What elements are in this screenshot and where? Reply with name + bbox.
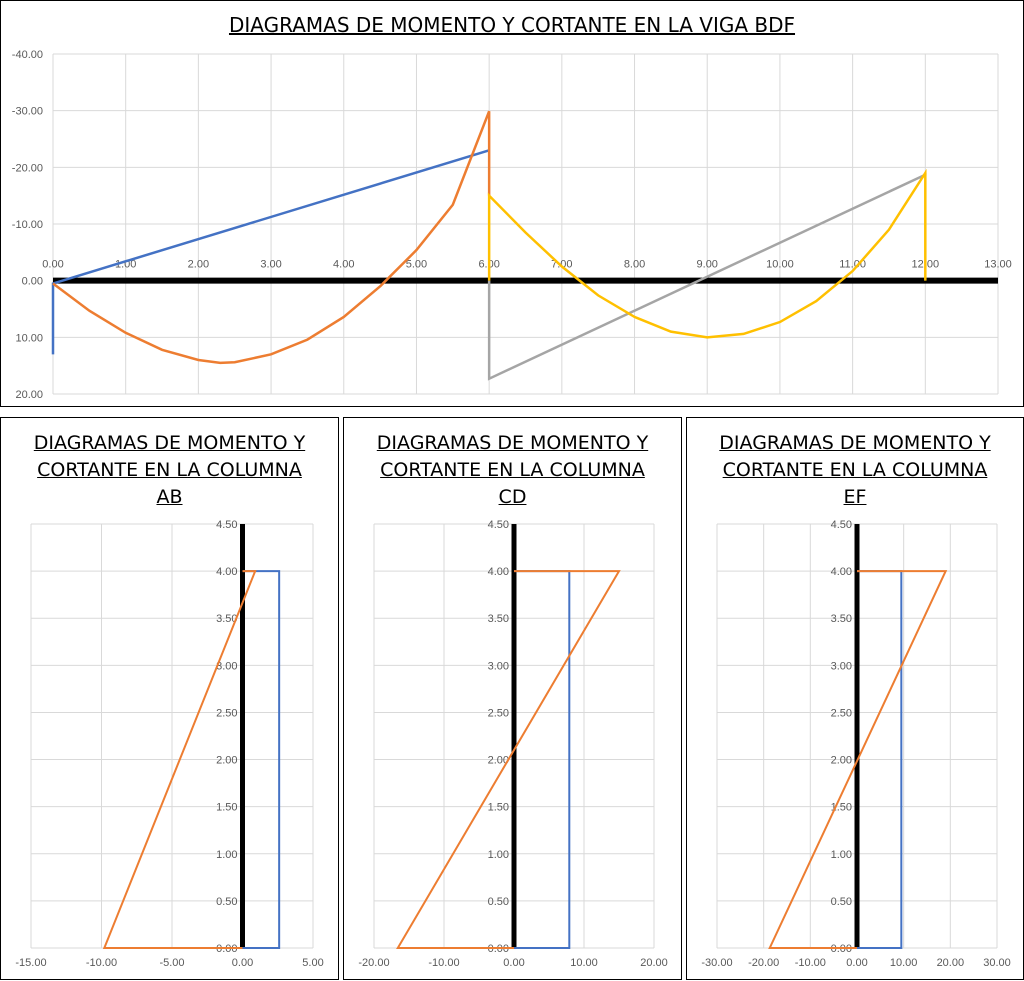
beam-x-tick-label: 10.00 [766,259,794,271]
beam-x-tick-label: 13.00 [984,259,1012,271]
col-ef-y-tick-label: 3.50 [831,613,852,625]
col-cd-y-tick-label: 1.00 [488,849,509,861]
col-ab-y-tick-label: 1.00 [216,849,237,861]
col-ef-x-tick-label: -30.00 [701,957,732,969]
beam-tick-labels: -40.00 -30.00 -20.00 -10.00 0.00 10.00 20.00 0.… [12,49,1012,401]
col-ab-y-tick-label: 1.50 [216,802,237,814]
col-ab-x-tick-label: 0.00 [232,957,253,969]
col-cd-y-tick-label: 3.00 [488,660,509,672]
column-ab-chart-title: DIAGRAMAS DE MOMENTO Y CORTANTE EN LA CO… [1,430,338,511]
column-cd-chart-title: DIAGRAMAS DE MOMENTO Y CORTANTE EN LA CO… [344,430,681,511]
col-cd-y-tick-label: 2.00 [488,755,509,767]
beam-y-tick-label: -20.00 [12,162,43,174]
column-ef-chart-title: DIAGRAMAS DE MOMENTO Y CORTANTE EN LA CO… [687,430,1023,511]
column-ab-title-line-2: CORTANTE EN LA COLUMNA [37,459,302,481]
col-cd-y-tick-label: 2.50 [488,707,509,719]
col-ab-y-tick-label: 3.50 [216,613,237,625]
col-ef-series-group [768,524,948,949]
column-ef-chart-panel: 0.00 0.50 1.00 1.50 2.00 2.50 3.00 3.50 4.00 4.50… [686,417,1024,980]
beam-gridlines [52,53,999,395]
col-ab-tick-labels: 0.00 0.50 1.00 1.50 2.00 2.50 3.00 3.50 4.00 4.50… [15,519,323,969]
col-ab-y-tick-label: 4.00 [216,566,237,578]
col-ab-series-line-3 [102,570,257,949]
column-cd-title-line-2: CORTANTE EN LA COLUMNA [380,459,645,481]
col-ef-y-tick-label: 0.50 [831,896,852,908]
column-cd-title-line-1: DIAGRAMAS DE MOMENTO Y [376,432,649,454]
beam-y-tick-label: -30.00 [12,106,43,118]
beam-series-line-4 [52,110,491,365]
column-cd-chart-panel: 0.00 0.50 1.00 1.50 2.00 2.50 3.00 3.50 4.00 4.50… [343,417,682,980]
column-ab-chart-svg: 0.00 0.50 1.00 1.50 2.00 2.50 3.00 3.50 4.00 4.50… [15,519,323,969]
column-ab-title-line-3: AB [156,486,183,508]
beam-series-line-5 [487,168,927,339]
beam-y-tick-label: 20.00 [15,389,43,401]
col-ab-x-tick-label: -5.00 [159,957,184,969]
col-ab-gridlines [30,523,314,949]
col-cd-y-tick-label: 3.50 [488,613,509,625]
beam-x-tick-label: 0.00 [42,259,63,271]
col-ef-tick-labels: 0.000.501.001.502.002.503.003.504.004.50… [701,519,1010,969]
col-cd-x-tick-label: 0.00 [503,957,524,969]
col-ef-x-tick-label: -10.00 [795,957,826,969]
col-ef-x-tick-label: 0.00 [846,957,867,969]
column-ab-title-line-1: DIAGRAMAS DE MOMENTO Y [33,432,306,454]
col-ef-y-tick-label: 4.00 [831,566,852,578]
col-ab-x-tick-label: -10.00 [86,957,117,969]
col-cd-tick-labels: 0.00 0.50 1.00 1.50 2.00 2.50 3.00 3.50 4.00 4.50… [358,519,667,969]
col-ef-y-tick-label: 3.00 [831,660,852,672]
col-cd-y-tick-label: 1.50 [488,802,509,814]
beam-x-tick-label: 3.00 [260,259,281,271]
beam-series-group [51,110,998,381]
col-ef-x-tick-label: -20.00 [748,957,779,969]
beam-y-tick-label: -40.00 [12,49,43,61]
beam-x-tick-label: 8.00 [624,259,645,271]
beam-chart-title: DIAGRAMAS DE MOMENTO Y CORTANTE EN LA VI… [228,13,796,37]
col-cd-y-tick-label: 4.00 [488,566,509,578]
column-ef-title-line-2: CORTANTE EN LA COLUMNA [722,459,988,481]
col-ef-y-tick-label: 4.50 [831,519,852,531]
column-ef-chart-svg: 0.000.501.001.502.002.503.003.504.004.50… [701,519,1010,969]
col-cd-x-tick-label: -20.00 [358,957,389,969]
col-ef-x-tick-label: 30.00 [983,957,1011,969]
col-cd-series-group [396,524,621,949]
beam-y-tick-label: -10.00 [12,219,43,231]
beam-x-tick-label: 9.00 [697,259,718,271]
beam-chart-panel: -40.00 -30.00 -20.00 -10.00 0.00 10.00 20.00 0.… [0,0,1024,407]
col-cd-x-tick-label: 10.00 [570,957,598,969]
col-ef-series-line-3 [768,570,948,949]
col-ef-x-tick-label: 20.00 [937,957,965,969]
col-ab-y-tick-label: 3.00 [216,660,237,672]
col-ab-y-tick-label: 2.50 [216,707,237,719]
beam-x-tick-label: 2.00 [188,259,209,271]
col-cd-series-line-3 [396,570,621,949]
column-ab-chart-panel: 0.00 0.50 1.00 1.50 2.00 2.50 3.00 3.50 4.00 4.50… [0,417,339,980]
col-ef-y-tick-label: 2.00 [831,755,852,767]
column-cd-title-line-3: CD [498,486,527,508]
col-ef-y-tick-label: 2.50 [831,707,852,719]
col-ab-x-tick-label: -15.00 [15,957,46,969]
beam-x-tick-label: 4.00 [333,259,354,271]
column-cd-chart-svg: 0.00 0.50 1.00 1.50 2.00 2.50 3.00 3.50 4.00 4.50… [358,519,667,969]
col-ab-series-group [102,524,281,949]
col-ab-series-line-2 [242,570,281,949]
column-ef-title-line-1: DIAGRAMAS DE MOMENTO Y [719,432,991,454]
beam-y-tick-label: 0.00 [22,276,43,288]
col-ab-y-tick-label: 4.50 [216,519,237,531]
column-ef-title-line-3: EF [843,486,867,508]
beam-chart-svg: -40.00 -30.00 -20.00 -10.00 0.00 10.00 20.00 0.… [12,49,1012,401]
col-ef-y-tick-label: 1.00 [831,849,852,861]
col-ef-x-tick-label: 10.00 [890,957,918,969]
col-cd-y-tick-label: 0.50 [488,896,509,908]
beam-x-tick-label: 5.00 [406,259,427,271]
col-cd-y-tick-label: 4.50 [488,519,509,531]
col-ab-x-tick-label: 5.00 [302,957,323,969]
col-cd-x-tick-label: -10.00 [428,957,459,969]
col-ab-y-tick-label: 0.50 [216,896,237,908]
col-cd-x-tick-label: 20.00 [640,957,668,969]
col-ab-y-tick-label: 2.00 [216,755,237,767]
beam-y-tick-label: 10.00 [15,332,43,344]
